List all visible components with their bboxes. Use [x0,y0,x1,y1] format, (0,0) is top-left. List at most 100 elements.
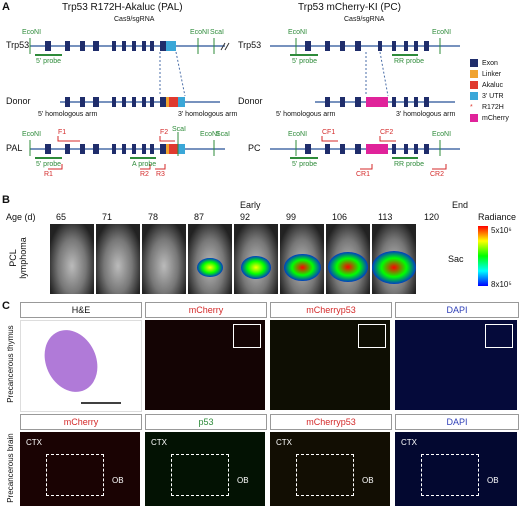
five-probe-2: 5' probe [292,58,318,65]
panel-a-letter: A [2,1,10,13]
three-arm-left: 3' homologous arm [178,111,238,118]
econi-label-1: EcoNI [22,29,42,36]
age-value: 78 [148,212,159,222]
five-arm-left: 5' homologous arm [38,111,98,118]
pal-donor [60,51,220,107]
age-value: 99 [286,212,297,222]
mouse-bli-image [142,224,186,294]
brain-label-wrap: Precancerous brain [4,432,18,506]
panel-c-letter: C [2,300,10,312]
gene-targeting-diagram [29,38,460,170]
row-donor-right: Donor [238,96,263,106]
primer-cf2: CF2 [380,129,394,136]
pc-allele [270,136,460,170]
legend-item-mcherry: mCherry [470,113,509,124]
pal-trp53-locus [29,38,230,56]
panel-b-letter: B [2,194,10,206]
econi-label-4: EcoNI [432,29,452,36]
thymus-label-wrap: Precancerous thymus [4,320,18,410]
region-box [296,454,354,496]
five-probe-3: 5' probe [36,161,62,168]
five-probe-4: 5' probe [292,161,318,168]
radiance-colorbar [478,226,488,286]
brain-image: CTX OB [145,432,265,506]
primer-f1: F1 [58,129,67,136]
mouse-bli-image [326,224,370,294]
row-pal: PAL [6,143,23,153]
econi-label-5: EcoNI [22,131,42,138]
a-probe: A probe [132,161,157,168]
early-label: Early [240,200,261,210]
legend: Exon Linker Akaluc 3' UTR * R172H mCherry [470,58,509,124]
econi-label-7: EcoNI [288,131,308,138]
mouse-bli-image [372,224,416,294]
mouse-bli-image [50,224,94,294]
age-value: 71 [102,212,113,222]
primer-r1: R1 [44,171,53,178]
brain-label: Precancerous brain [6,433,15,503]
pal-cas9-label: Cas9/sgRNA [114,16,155,23]
primer-cf1: CF1 [322,129,336,136]
radiance-max: 5x10⁶ [491,226,512,235]
legend-item-utr: 3' UTR [470,91,509,102]
brain-image: CTX OB [270,432,390,506]
scai-label-3: ScaI [216,131,231,138]
pc-donor [315,51,455,107]
age-row: 65 71 78 87 92 99 106 113 120 [48,212,478,224]
pcl-lymphoma-label: PCL lymphoma [8,237,28,279]
thymus-mcherry-inset [233,324,261,348]
bioluminescence-signal [283,253,321,282]
bioluminescence-signal [328,252,368,283]
mouse-bli-image [280,224,324,294]
pc-trp53-locus [270,38,460,56]
radiance-min: 8x10⁵ [491,280,512,289]
row-donor-left: Donor [6,96,31,106]
scai-label-2: ScaI [172,126,187,133]
five-arm-right: 5' homologous arm [276,111,336,118]
primer-r3: R3 [156,171,165,178]
mouse-bli-image [96,224,140,294]
row-trp53-right: Trp53 [238,40,262,50]
ob-label: OB [112,476,124,485]
thymus-merge-inset [358,324,386,348]
hdr-dapi-bottom: DAPI [395,414,519,430]
sac-label: Sac [448,254,464,264]
hdr-merge-top: mCherryp53 [270,302,392,318]
region-box [171,454,229,496]
mouse-bli-image [188,224,232,294]
ctx-label: CTX [151,438,167,447]
bioluminescence-signal [197,257,223,278]
ctx-label: CTX [401,438,417,447]
five-probe-1: 5' probe [36,58,62,65]
radiance-label: Radiance [478,212,517,222]
age-value: 113 [378,212,393,222]
mouse-bli-image [234,224,278,294]
age-value: 120 [424,212,440,222]
brain-image: CTX OB [395,432,517,506]
thymus-dapi-inset [485,324,513,348]
ob-label: OB [237,476,249,485]
hdr-merge-bottom: mCherryp53 [270,414,392,430]
age-value: 87 [194,212,205,222]
row-pc: PC [248,143,261,153]
legend-item-r172h: * R172H [470,104,504,111]
pal-allele [29,132,225,170]
hdr-mcherry-top: mCherry [145,302,267,318]
primer-f2: F2 [160,129,169,136]
bioluminescence-signal [372,250,416,284]
age-value: 92 [240,212,251,222]
age-value: 65 [56,212,67,222]
hdr-he: H&E [20,302,142,318]
scai-label-1: ScaI [210,29,225,36]
brain-image-row: CTX OB CTX OB CTX OB CTX OB [20,432,517,506]
econi-label-6: EcoNI [200,131,220,138]
end-label: End [452,200,469,210]
region-box [421,454,479,496]
rr-probe-2: RR probe [394,161,424,168]
pcl-lymphoma-label-wrap: PCL lymphoma [4,232,28,288]
bioluminescence-signal [241,256,271,279]
mouse-image-strip [28,224,440,294]
legend-item-exon: Exon [470,58,509,69]
hdr-dapi-top: DAPI [395,302,519,318]
rr-probe-1: RR probe [394,58,424,65]
